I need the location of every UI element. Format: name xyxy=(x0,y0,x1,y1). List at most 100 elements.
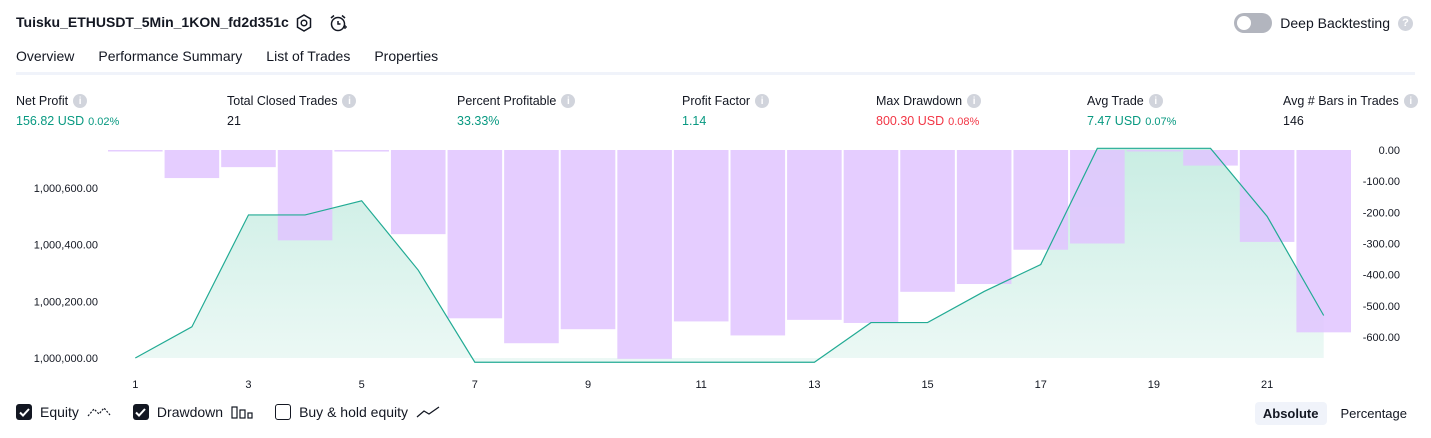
tab-performance-summary[interactable]: Performance Summary xyxy=(98,48,243,64)
deep-backtesting-toggle[interactable] xyxy=(1234,13,1273,33)
metric-net-profit: Net Profit i 156.82 USD 0.02% xyxy=(16,94,119,128)
metric-label: Net Profit xyxy=(16,94,69,108)
x-axis-label: 21 xyxy=(1261,379,1273,391)
info-icon[interactable]: i xyxy=(1403,94,1418,108)
metric-label: Profit Factor xyxy=(682,94,751,108)
add-alert-icon[interactable] xyxy=(327,12,349,34)
equity-area xyxy=(135,148,1324,363)
metric-value: 800.30 USD xyxy=(876,114,945,128)
checkbox-checked-icon[interactable] xyxy=(132,404,149,420)
metric-avg-bars-in-trades: Avg # Bars in Trades i 146 xyxy=(1283,94,1418,128)
metric-value: 156.82 USD xyxy=(16,114,85,128)
metric-total-closed-trades: Total Closed Trades i 21 xyxy=(227,94,357,128)
mode-percentage-button[interactable]: Percentage xyxy=(1340,406,1408,421)
metric-max-drawdown: Max Drawdown i 800.30 USD 0.08% xyxy=(876,94,982,128)
metric-label: Max Drawdown xyxy=(876,94,963,108)
drawdown-bar xyxy=(334,150,389,152)
y-axis-left-label: 1,000,400.00 xyxy=(34,240,98,252)
info-icon[interactable]: i xyxy=(1148,94,1163,108)
legend-equity[interactable]: Equity xyxy=(16,404,111,420)
metric-profit-factor: Profit Factor i 1.14 xyxy=(682,94,770,128)
drawdown-bar xyxy=(1013,150,1069,250)
tab-overview[interactable]: Overview xyxy=(16,48,75,75)
drawdown-bar xyxy=(843,150,899,323)
metric-percent: 0.08% xyxy=(948,116,980,128)
metric-label: Total Closed Trades xyxy=(227,94,338,108)
deep-backtesting-toggle-group: Deep Backtesting ? xyxy=(1234,13,1413,33)
tab-divider xyxy=(16,72,1415,75)
x-axis-label: 15 xyxy=(921,379,933,391)
tab-properties[interactable]: Properties xyxy=(374,48,439,64)
mode-switch: Absolute Percentage xyxy=(1254,402,1415,425)
y-axis-left-label: 1,000,200.00 xyxy=(34,296,98,308)
x-axis-label: 19 xyxy=(1148,379,1160,391)
metric-percent-profitable: Percent Profitable i 33.33% xyxy=(457,94,576,128)
metric-percent: 0.02% xyxy=(88,116,120,128)
metric-label: Avg Trade xyxy=(1087,94,1144,108)
drawdown-bar xyxy=(787,150,842,320)
buyhold-line-icon xyxy=(416,406,440,418)
drawdown-bar xyxy=(1296,150,1351,333)
drawdown-bar xyxy=(1239,150,1295,242)
mode-absolute-button[interactable]: Absolute xyxy=(1254,402,1327,425)
metric-value: 33.33% xyxy=(457,114,500,128)
tab-list-of-trades[interactable]: List of Trades xyxy=(266,48,351,64)
equity-line xyxy=(135,147,1325,363)
help-icon[interactable]: ? xyxy=(1398,15,1413,31)
info-icon[interactable]: i xyxy=(561,94,576,108)
info-icon[interactable]: i xyxy=(73,94,88,108)
drawdown-bar xyxy=(504,150,559,344)
drawdown-bar xyxy=(447,150,503,319)
drawdown-bar xyxy=(1126,150,1182,152)
bar-chart-icon xyxy=(231,406,253,419)
drawdown-bar xyxy=(1070,150,1125,244)
metric-label: Percent Profitable xyxy=(457,94,557,108)
drawdown-bar xyxy=(164,150,220,179)
info-icon[interactable]: i xyxy=(967,94,982,108)
checkbox-unchecked-icon[interactable] xyxy=(275,404,292,420)
metric-value: 1.14 xyxy=(682,114,707,128)
metric-label: Avg # Bars in Trades xyxy=(1283,94,1399,108)
metric-value: 21 xyxy=(227,114,241,128)
legend-drawdown[interactable]: Drawdown xyxy=(132,404,253,420)
drawdown-bar xyxy=(730,150,786,336)
deep-backtesting-label: Deep Backtesting xyxy=(1280,15,1390,31)
x-axis-label: 17 xyxy=(1035,379,1047,391)
legend-buyhold[interactable]: Buy & hold equity xyxy=(275,404,440,420)
drawdown-bar xyxy=(221,150,276,168)
drawdown-bar xyxy=(108,150,163,152)
tab-bar: Overview Performance Summary List of Tra… xyxy=(16,48,439,75)
equity-line-icon xyxy=(87,407,111,417)
drawdown-bar xyxy=(390,150,446,235)
strategy-title: Tuisku_ETHUSDT_5Min_1KON_fd2d351c xyxy=(16,14,289,30)
y-axis-left-label: 1,000,000.00 xyxy=(34,353,98,365)
drawdown-bar xyxy=(956,150,1012,285)
metric-value: 7.47 USD xyxy=(1087,114,1142,128)
y-axis-right-label: -600.00 xyxy=(1363,332,1400,344)
x-axis-label: 13 xyxy=(808,379,820,391)
drawdown-bar xyxy=(277,150,333,241)
legend-buyhold-label: Buy & hold equity xyxy=(299,404,409,420)
chart-legend: Equity Drawdown Buy & hold equity xyxy=(16,404,440,420)
settings-icon[interactable] xyxy=(293,12,315,34)
y-axis-right-label: -400.00 xyxy=(1363,270,1400,282)
checkbox-checked-icon[interactable] xyxy=(16,404,32,420)
y-axis-right-label: 0.00 xyxy=(1379,145,1400,157)
info-icon[interactable]: i xyxy=(755,94,770,108)
x-axis-label: 7 xyxy=(472,379,478,391)
metric-avg-trade: Avg Trade i 7.47 USD 0.07% xyxy=(1087,94,1176,128)
legend-drawdown-label: Drawdown xyxy=(156,404,224,420)
y-axis-right-label: -500.00 xyxy=(1363,301,1400,313)
y-axis-left-label: 1,000,600.00 xyxy=(34,183,98,195)
x-axis-label: 9 xyxy=(585,379,591,391)
x-axis-label: 11 xyxy=(695,379,706,391)
info-icon[interactable]: i xyxy=(342,94,357,108)
y-axis-right-label: -300.00 xyxy=(1363,239,1400,251)
legend-equity-label: Equity xyxy=(40,404,79,420)
y-axis-right-label: -100.00 xyxy=(1363,176,1400,188)
drawdown-bar xyxy=(673,150,729,322)
x-axis-label: 1 xyxy=(132,379,138,391)
y-axis-right-label: -200.00 xyxy=(1363,207,1400,219)
drawdown-bar xyxy=(900,150,955,292)
equity-drawdown-chart: 1,000,000.00 1,000,200.00 1,000,400.00 1,00… xyxy=(34,145,1400,391)
